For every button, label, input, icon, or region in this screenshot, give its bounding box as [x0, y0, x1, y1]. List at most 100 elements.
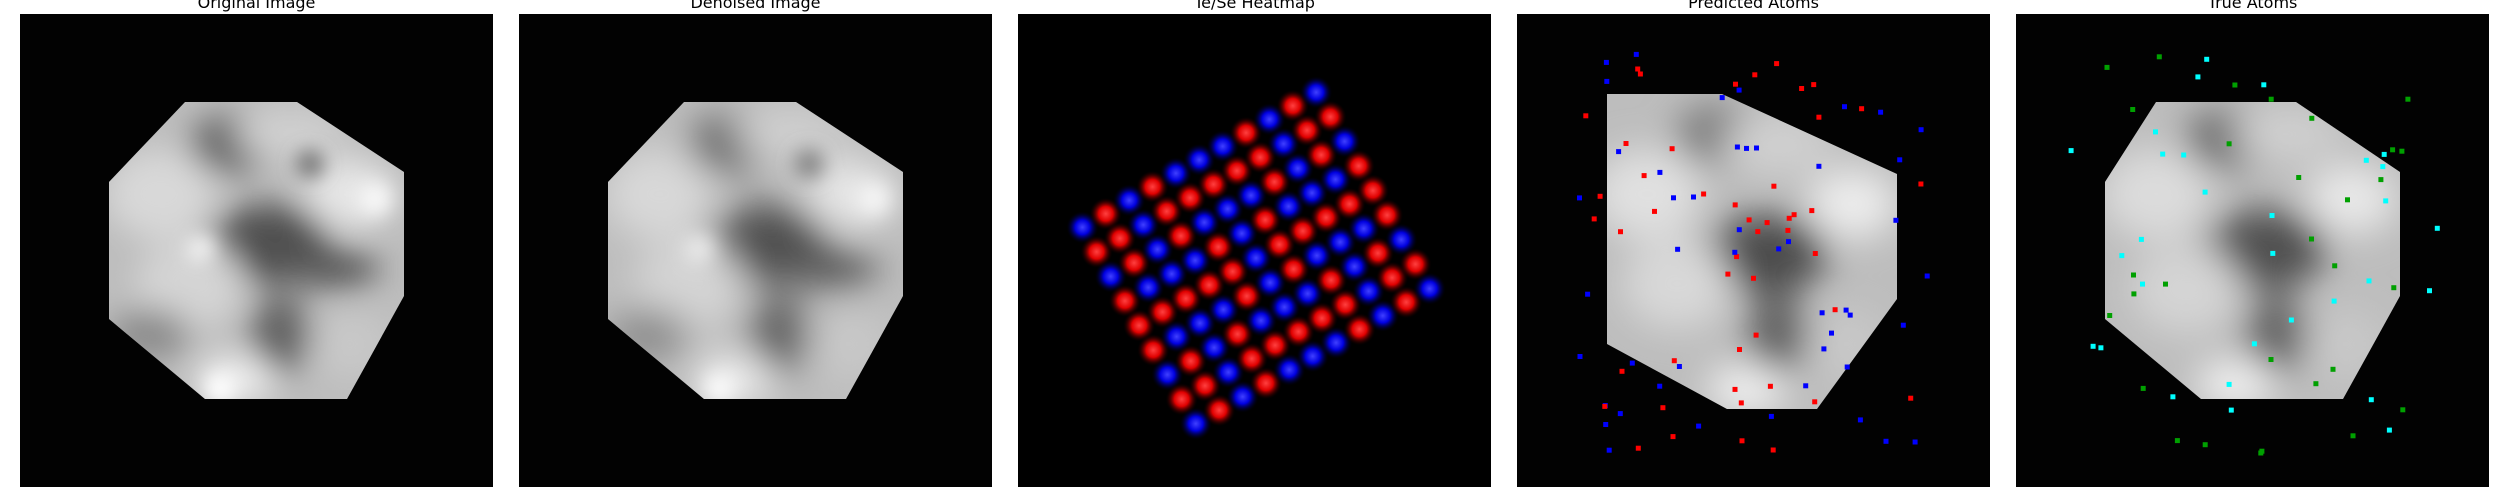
true-te-atom: [2228, 407, 2234, 413]
predicted-se-atom: [1847, 312, 1853, 318]
te-blob: [1390, 286, 1423, 319]
predicted-te-atom: [1812, 251, 1818, 256]
se-blob: [1300, 239, 1333, 272]
te-blob: [1080, 235, 1113, 268]
se-blob: [1188, 206, 1221, 239]
predicted-se-atom: [1878, 109, 1884, 115]
predicted-se-atom: [1732, 249, 1738, 255]
te-blob: [1203, 394, 1236, 427]
true-se-atom: [2296, 175, 2302, 180]
predicted-se-atom: [1719, 95, 1725, 101]
true-atoms: [2016, 14, 2489, 487]
se-blob: [1291, 277, 1324, 310]
te-se-heatmap: [1018, 14, 1491, 487]
predicted-se-atom: [1734, 144, 1740, 150]
true-te-atom: [2251, 341, 2257, 347]
se-blob: [1160, 320, 1193, 353]
te-blob: [1108, 284, 1141, 317]
se-blob: [1113, 184, 1146, 217]
predicted-se-atom: [1736, 87, 1742, 93]
se-blob: [1253, 103, 1286, 136]
true-se-atom: [2350, 433, 2356, 439]
predicted-te-atom: [1670, 434, 1676, 440]
predicted-te-atom: [1635, 66, 1641, 72]
true-se-atom: [2140, 385, 2146, 391]
predicted-te-atom: [1859, 106, 1865, 112]
true-te-atom: [2386, 427, 2392, 433]
te-blob: [1356, 174, 1389, 207]
true-se-atom: [2131, 291, 2137, 297]
predicted-se-atom: [1842, 104, 1847, 110]
te-blob: [1216, 255, 1249, 288]
predicted-se-atom: [1585, 291, 1591, 297]
se-blob: [1151, 358, 1184, 391]
se-blob: [1240, 242, 1272, 274]
true-te-atom: [2270, 250, 2276, 256]
te-blob: [1291, 114, 1323, 147]
true-te-atom: [2160, 151, 2166, 157]
predicted-te-atom: [1771, 183, 1777, 189]
predicted-te-atom: [1786, 215, 1792, 221]
predicted-se-atom: [1604, 78, 1610, 84]
predicted-te-atom: [1619, 368, 1625, 374]
se-blob: [1273, 353, 1306, 386]
true-se-atom: [2391, 285, 2397, 291]
predicted-te-atom: [1660, 405, 1666, 411]
se-blob: [1296, 176, 1328, 209]
se-blob: [1245, 304, 1277, 337]
denoised-image: [519, 14, 992, 487]
predicted-te-atom: [1755, 229, 1761, 235]
se-blob: [1328, 125, 1361, 158]
heatmap-panel: [1018, 14, 1491, 487]
predicted-atoms-panel: [1517, 14, 1990, 487]
se-blob: [1179, 244, 1212, 277]
te-blob: [1249, 367, 1282, 400]
te-blob: [1399, 248, 1432, 281]
predicted-se-atom: [1897, 157, 1903, 163]
predicted-se-atom: [1857, 417, 1863, 423]
predicted-te-atom: [1816, 114, 1822, 120]
predicted-se-atom: [1617, 411, 1623, 417]
predicted-se-atom: [1603, 59, 1609, 65]
te-blob: [1263, 228, 1296, 261]
true-se-atom: [2156, 54, 2162, 60]
predicted-te-atom: [1918, 181, 1924, 187]
true-se-atom: [2390, 147, 2396, 153]
true-te-atom: [2380, 164, 2386, 170]
predicted-se-atom: [1657, 383, 1663, 389]
se-blob: [1385, 223, 1418, 256]
panel-title-predicted: Predicted Atoms: [1688, 0, 1819, 12]
predicted-se-atom: [1616, 149, 1622, 155]
predicted-se-atom: [1776, 246, 1782, 252]
te-blob: [1235, 342, 1268, 375]
te-blob: [1150, 195, 1183, 228]
predicted-te-atom: [1623, 141, 1629, 146]
se-blob: [1155, 257, 1188, 290]
predicted-te-atom: [1799, 86, 1805, 91]
se-blob: [1296, 340, 1329, 373]
te-blob: [1123, 309, 1156, 342]
panel-title-true: True Atoms: [2207, 0, 2298, 12]
se-blob: [1212, 356, 1245, 389]
te-blob: [1103, 222, 1136, 255]
predicted-se-atom: [1883, 438, 1889, 444]
predicted-te-atom: [1732, 202, 1738, 208]
true-se-atom: [2163, 281, 2168, 287]
se-blob: [1226, 380, 1259, 413]
se-blob: [1179, 407, 1212, 440]
true-te-atom: [2366, 278, 2372, 284]
te-blob: [1315, 264, 1348, 297]
true-te-atom: [2226, 381, 2232, 387]
predicted-se-atom: [1577, 354, 1583, 359]
predicted-te-atom: [1832, 307, 1838, 313]
se-blob: [1235, 179, 1267, 212]
se-blob: [1066, 211, 1099, 244]
predicted-se-atom: [1754, 145, 1759, 151]
se-blob: [1347, 212, 1380, 245]
true-te-atom: [2181, 152, 2187, 158]
se-blob: [1225, 217, 1258, 250]
predicted-te-atom: [1908, 395, 1914, 401]
se-blob: [1281, 152, 1314, 185]
true-se-atom: [2345, 197, 2350, 203]
se-blob: [1183, 143, 1216, 176]
